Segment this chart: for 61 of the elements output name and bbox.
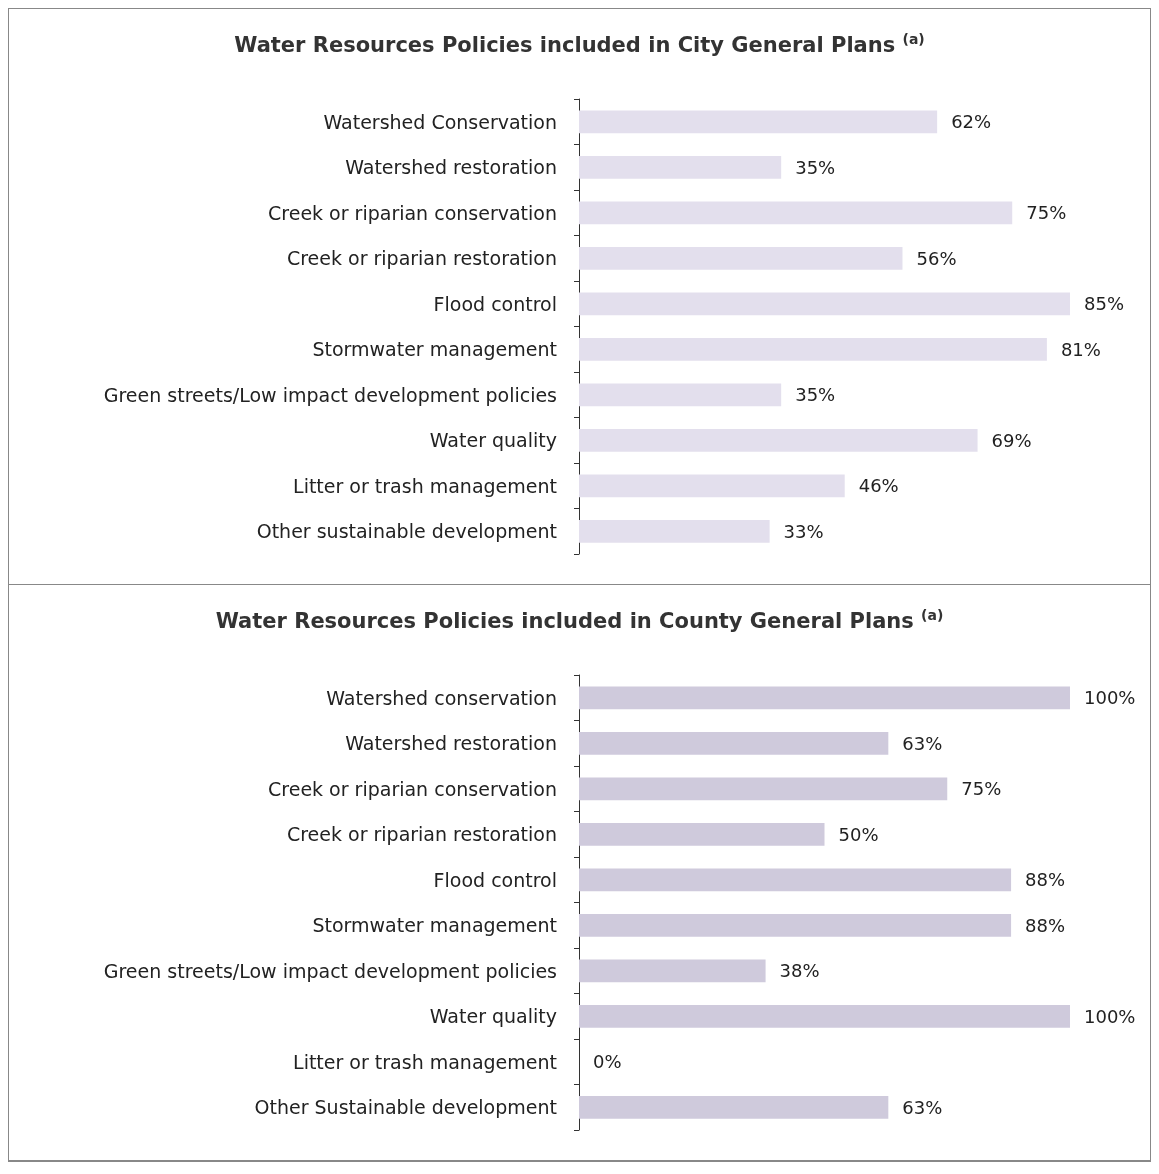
- data-label: 35%: [795, 156, 836, 178]
- data-label: 0%: [593, 1051, 622, 1073]
- data-label: 56%: [916, 247, 957, 269]
- data-label: 85%: [1084, 293, 1125, 315]
- bar: [579, 474, 845, 498]
- y-tick-label: Green streets/Low impact development policies: [103, 959, 557, 982]
- bar: [579, 292, 1070, 316]
- y-tick-label: Stormwater management: [312, 914, 557, 937]
- data-label: 81%: [1060, 338, 1101, 360]
- bar: [579, 383, 782, 407]
- bar: [579, 428, 978, 452]
- data-label: 69%: [991, 429, 1032, 451]
- data-label: 75%: [1026, 202, 1067, 224]
- data-label: 33%: [783, 520, 824, 542]
- bar: [579, 686, 1070, 710]
- bar: [579, 201, 1013, 225]
- y-tick-label: Creek or riparian restoration: [286, 247, 557, 270]
- data-label: 100%: [1084, 687, 1136, 709]
- data-label: 88%: [1025, 914, 1066, 936]
- y-tick-label: Flood control: [433, 292, 557, 315]
- data-label: 35%: [795, 384, 836, 406]
- bar: [579, 155, 782, 179]
- bar: [579, 337, 1047, 361]
- y-tick-label: Creek or riparian restoration: [286, 823, 557, 846]
- bar: [579, 519, 770, 543]
- data-label: 62%: [951, 111, 992, 133]
- y-tick-label: Watershed restoration: [345, 732, 557, 755]
- y-tick-label: Other sustainable development: [256, 520, 557, 543]
- bar: [579, 731, 889, 755]
- y-tick-label: Watershed Conservation: [323, 110, 557, 133]
- bar: [579, 913, 1012, 937]
- y-tick-label: Litter or trash management: [293, 1050, 557, 1073]
- bar: [579, 110, 938, 134]
- y-tick-label: Creek or riparian conservation: [268, 777, 557, 800]
- y-tick-label: Green streets/Low impact development policies: [103, 383, 557, 406]
- bar: [579, 1004, 1070, 1028]
- bar: [579, 959, 766, 983]
- data-label: 88%: [1025, 869, 1066, 891]
- data-label: 50%: [838, 823, 879, 845]
- y-tick-label: Watershed restoration: [345, 156, 557, 179]
- bar: [579, 822, 825, 846]
- y-tick-label: Other Sustainable development: [254, 1096, 557, 1119]
- bar: [579, 777, 948, 801]
- chart-title: Water Resources Policies included in County General Plans (a): [215, 607, 944, 633]
- data-label: 38%: [779, 960, 820, 982]
- bar: [579, 868, 1012, 892]
- data-label: 75%: [961, 778, 1002, 800]
- bar: [579, 1095, 889, 1119]
- y-tick-label: Stormwater management: [312, 338, 557, 361]
- data-label: 63%: [902, 732, 943, 754]
- data-label: 46%: [858, 475, 899, 497]
- y-tick-label: Watershed conservation: [326, 686, 557, 709]
- data-label: 100%: [1084, 1005, 1136, 1027]
- y-tick-label: Creek or riparian conservation: [268, 201, 557, 224]
- data-label: 63%: [902, 1096, 943, 1118]
- bar: [579, 246, 903, 270]
- y-tick-label: Water quality: [429, 429, 557, 452]
- y-tick-label: Litter or trash management: [293, 474, 557, 497]
- y-tick-label: Water quality: [429, 1005, 557, 1028]
- y-tick-label: Flood control: [433, 868, 557, 891]
- chart-title: Water Resources Policies included in City General Plans (a): [234, 31, 925, 57]
